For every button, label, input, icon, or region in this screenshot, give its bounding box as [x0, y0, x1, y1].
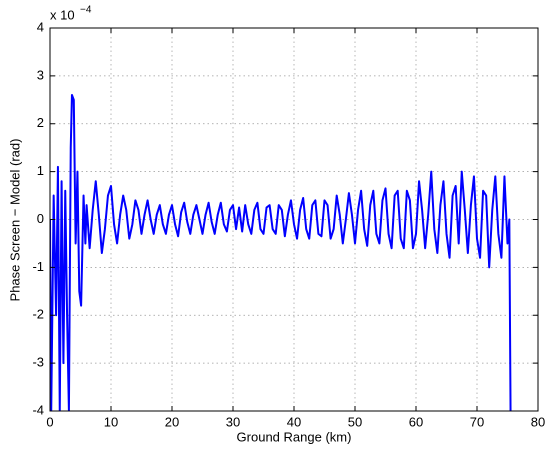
y-tick-label: -1: [32, 259, 44, 274]
y-axis-label: Phase Screen − Model (rad): [7, 139, 22, 302]
x-tick-label: 30: [226, 414, 240, 429]
y-tick-label: 2: [37, 115, 44, 130]
data-line: [50, 94, 512, 411]
y-tick-label: 1: [37, 163, 44, 178]
y-multiplier-exponent: −4: [80, 5, 92, 16]
y-tick-label: 3: [37, 67, 44, 82]
y-tick-label: -2: [32, 307, 44, 322]
x-tick-label: 70: [470, 414, 484, 429]
x-tick-label: 20: [165, 414, 179, 429]
x-tick-label: 80: [531, 414, 545, 429]
y-multiplier: x 10: [50, 7, 75, 22]
x-tick-label: 0: [46, 414, 53, 429]
y-tick-label: -3: [32, 355, 44, 370]
x-tick-label: 60: [409, 414, 423, 429]
ticks: 0 10 20 30 40 50 60 70 80 -4 -3 -2 -1 0 1 2 3 4: [32, 19, 545, 429]
x-tick-label: 40: [287, 414, 301, 429]
y-tick-label: -4: [32, 402, 44, 417]
plot-area: [50, 94, 512, 411]
x-axis-label: Ground Range (km): [237, 429, 352, 444]
x-tick-label: 10: [104, 414, 118, 429]
x-tick-label: 50: [348, 414, 362, 429]
y-tick-label: 4: [37, 19, 44, 34]
y-tick-label: 0: [37, 211, 44, 226]
